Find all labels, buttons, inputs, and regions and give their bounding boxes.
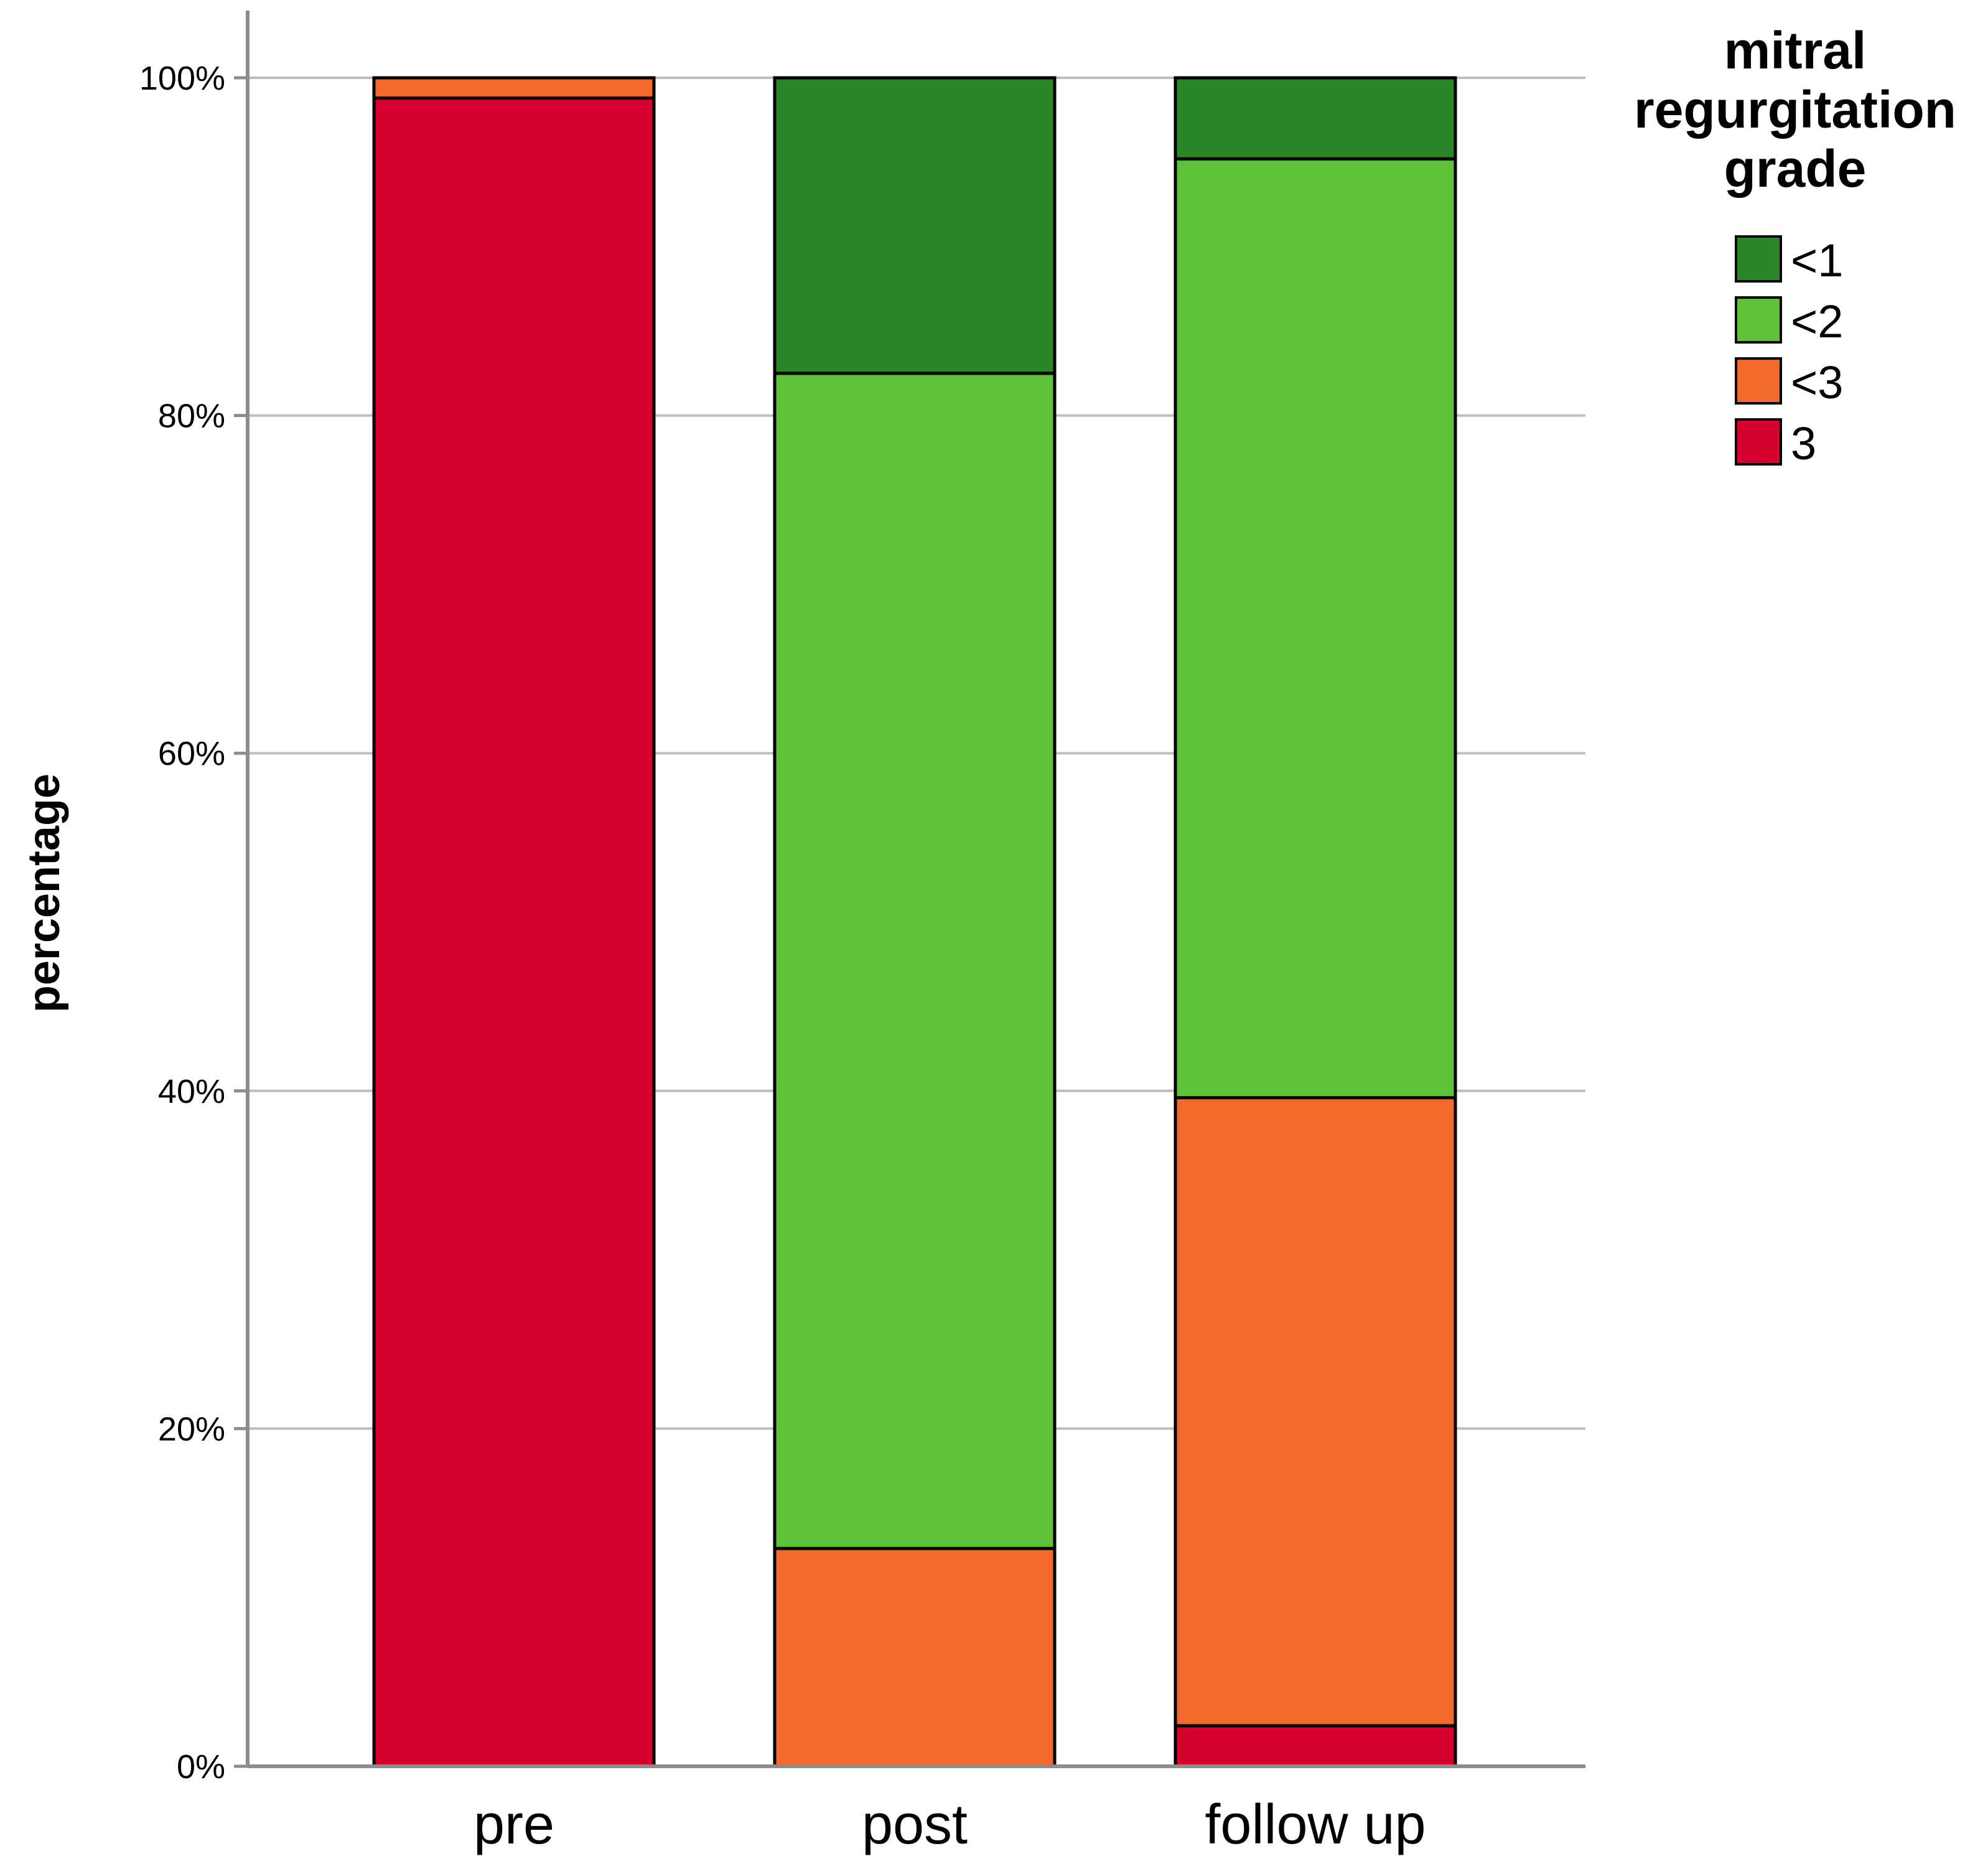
bar-stack-follow-up [1174,76,1457,1768]
legend-item-3: 3 [1735,418,1816,469]
x-category-label-pre: pre [474,1794,554,1856]
y-tick-label-80pct: 80% [158,398,225,435]
bar-segment-follow-up-3 [1174,1724,1457,1768]
legend-swatch-lt3 [1735,357,1782,405]
bar-segment-pre-3 [372,96,656,1768]
x-category-label-follow-up: follow up [1205,1794,1426,1856]
legend-swatch-3 [1735,418,1782,466]
bar-segment-follow-up-lt3 [1174,1096,1457,1728]
legend-item-lt2: <2 [1735,296,1843,347]
y-tick-label-20pct: 20% [158,1410,225,1448]
y-tick-label-60pct: 60% [158,735,225,772]
legend-title-line-1: mitral [1724,21,1867,80]
bar-segment-post-lt3 [773,1547,1057,1768]
legend-item-lt1: <1 [1735,235,1843,286]
legend-label-3: 3 [1791,418,1816,469]
y-axis-title: percentage [19,774,69,1013]
bar-segment-post-lt1 [773,76,1057,375]
legend-title-line-2: regurgitation [1634,80,1956,139]
y-tick-label-0pct: 0% [177,1748,225,1786]
bars [372,76,1457,1768]
legend-item-lt3: <3 [1735,357,1843,408]
y-tick-label-100pct: 100% [139,60,225,97]
x-category-labels: pre post follow up [474,1794,1426,1856]
bar-segment-post-lt2 [773,372,1057,1550]
legend-label-lt3: <3 [1791,357,1843,408]
y-tick-labels: 0% 20% 40% 60% 80% 100% [139,60,225,1786]
legend-swatch-lt1 [1735,235,1782,283]
legend-label-lt1: <1 [1791,235,1843,286]
axes [234,11,1585,1768]
legend-title-line-3: grade [1724,139,1867,198]
bar-segment-follow-up-lt2 [1174,157,1457,1100]
bar-segment-follow-up-lt1 [1174,76,1457,161]
bar-stack-post [773,76,1057,1768]
legend-swatch-lt2 [1735,296,1782,344]
y-tick-label-40pct: 40% [158,1073,225,1110]
bar-stack-pre [372,76,656,1768]
legend-label-lt2: <2 [1791,296,1843,347]
bar-segment-pre-lt3 [372,76,656,100]
x-category-label-post: post [862,1794,968,1856]
